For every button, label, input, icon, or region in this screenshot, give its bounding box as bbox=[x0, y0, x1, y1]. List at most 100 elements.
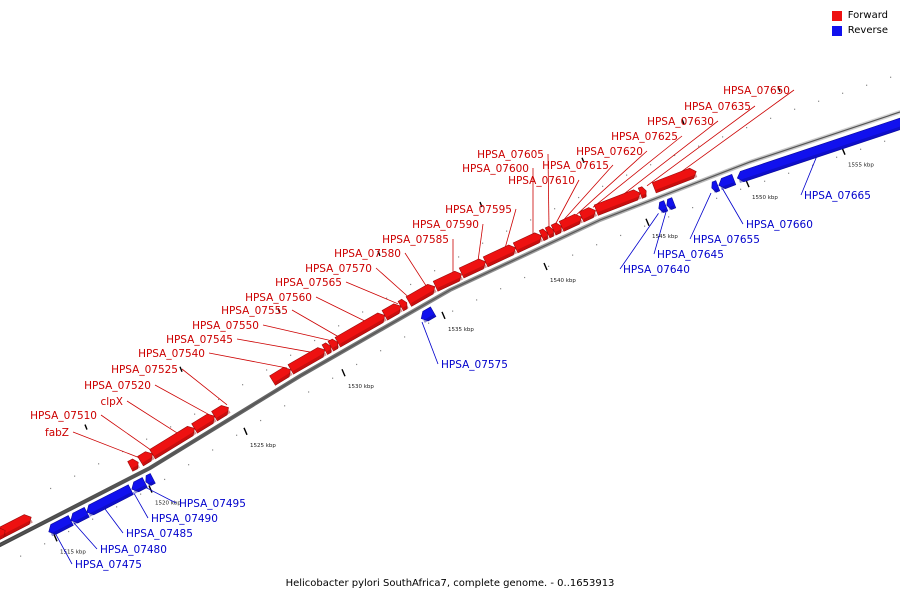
leader-line bbox=[291, 309, 340, 338]
hpsa_07555-gene bbox=[327, 338, 340, 352]
tick-mark: 1540 kbp bbox=[479, 201, 576, 284]
leader-line bbox=[554, 179, 580, 226]
hpsa_07610-label: HPSA_07610 bbox=[508, 175, 575, 187]
hpsa_07640-gene bbox=[658, 200, 669, 214]
hpsa_07585-label: HPSA_07585 bbox=[382, 234, 449, 246]
tick-label: 1520 kbp bbox=[155, 501, 181, 507]
tick-label: 1555 kbp bbox=[848, 163, 874, 169]
hpsa_07490-label: HPSA_07490 bbox=[151, 513, 218, 525]
gene-labels: HPSA_07475 HPSA_07480 HPSA_07485 HPSA_07490… bbox=[30, 85, 871, 571]
hpsa_07525-label: HPSA_07525 bbox=[111, 364, 178, 376]
hpsa_07615-gene bbox=[550, 222, 563, 236]
forward-swatch bbox=[831, 10, 842, 21]
hpsa_07540-label: HPSA_07540 bbox=[138, 348, 205, 360]
leader-line bbox=[592, 135, 683, 208]
hpsa_07475-gene bbox=[48, 515, 74, 537]
fabz-label: fabZ bbox=[45, 427, 69, 439]
tick-label: 1525 kbp bbox=[250, 443, 276, 449]
hpsa_07550-gene bbox=[321, 342, 333, 355]
clpx-gene bbox=[149, 425, 197, 460]
hpsa_07480-gene bbox=[70, 506, 90, 525]
leader-line bbox=[100, 414, 153, 452]
hpsa_07650-label: HPSA_07650 bbox=[723, 85, 790, 97]
leader-line bbox=[646, 105, 756, 187]
hpsa_07615-label: HPSA_07615 bbox=[542, 160, 609, 172]
leader-line bbox=[653, 210, 667, 255]
leader-line bbox=[404, 252, 428, 288]
hpsa_07600-label: HPSA_07600 bbox=[462, 163, 529, 175]
hpsa_07580-gene bbox=[405, 284, 437, 307]
tick-label: 1515 kbp bbox=[60, 549, 86, 555]
leader-line bbox=[561, 164, 614, 223]
hpsa_07655-label: HPSA_07655 bbox=[693, 234, 760, 246]
label-leaders bbox=[54, 89, 818, 565]
hpsa_07605-gene bbox=[538, 228, 549, 242]
hpsa_07495-label: HPSA_07495 bbox=[179, 498, 246, 510]
hpsa_07620-label: HPSA_07620 bbox=[576, 146, 643, 158]
hpsa_07625-gene bbox=[578, 207, 597, 223]
tick-mark: 1525 kbp bbox=[179, 366, 276, 449]
tick-mark: 1535 kbp bbox=[377, 250, 474, 333]
tick-label: 1535 kbp bbox=[448, 327, 474, 333]
hpsa_07550-label: HPSA_07550 bbox=[192, 320, 259, 332]
tick-label: 1545 kbp bbox=[652, 234, 678, 240]
hpsa_07625-label: HPSA_07625 bbox=[611, 131, 678, 143]
hpsa_07545-gene bbox=[287, 347, 327, 375]
tick-label: 1540 kbp bbox=[550, 278, 576, 284]
hpsa_07605-label: HPSA_07605 bbox=[477, 149, 544, 161]
hpsa_07565-label: HPSA_07565 bbox=[275, 277, 342, 289]
clpx-label: clpX bbox=[100, 396, 123, 408]
leader-line bbox=[144, 486, 177, 504]
leader-line bbox=[103, 507, 124, 534]
hpsa_07545-label: HPSA_07545 bbox=[166, 334, 233, 346]
legend-forward: Forward bbox=[831, 8, 888, 23]
hpsa_07620-gene bbox=[558, 213, 583, 232]
leader-line bbox=[181, 368, 228, 406]
leader-line bbox=[154, 384, 211, 416]
hpsa_07575-label: HPSA_07575 bbox=[441, 359, 508, 371]
leader-line bbox=[547, 153, 550, 228]
hpsa_07630-gene bbox=[593, 189, 642, 216]
leader-line bbox=[678, 89, 795, 174]
hpsa_07655-gene bbox=[711, 180, 721, 193]
leader-line bbox=[133, 492, 149, 519]
hpsa_07590-label: HPSA_07590 bbox=[412, 219, 479, 231]
tick-mark: 1550 kbp bbox=[681, 118, 778, 201]
hpsa_07660-gene bbox=[718, 174, 737, 191]
hpsa_07645-label: HPSA_07645 bbox=[657, 249, 724, 261]
hpsa_07590-gene bbox=[458, 258, 487, 279]
legend-reverse: Reverse bbox=[831, 23, 888, 38]
hpsa_07485-gene bbox=[86, 484, 134, 517]
hpsa_07640-label: HPSA_07640 bbox=[623, 264, 690, 276]
gene-feature bbox=[0, 527, 7, 541]
hpsa_07565-gene bbox=[381, 303, 403, 321]
hpsa_07645-gene bbox=[666, 197, 677, 211]
hpsa_07635-label: HPSA_07635 bbox=[684, 101, 751, 113]
hpsa_07560-gene bbox=[334, 312, 387, 348]
leader-line bbox=[375, 267, 410, 298]
hpsa_07490-gene bbox=[131, 477, 148, 494]
genome-backbone bbox=[0, 110, 900, 547]
hpsa_07475-label: HPSA_07475 bbox=[75, 559, 142, 571]
leader-line bbox=[575, 150, 648, 216]
leader-line bbox=[619, 213, 659, 270]
tick-mark: 1520 kbp bbox=[84, 424, 181, 507]
leader-line bbox=[208, 352, 288, 369]
gene-features bbox=[0, 117, 900, 541]
hpsa_07660-label: HPSA_07660 bbox=[746, 219, 813, 231]
outer-guide-dots bbox=[20, 76, 892, 557]
hpsa_07595-gene bbox=[482, 244, 517, 268]
leader-line bbox=[345, 281, 399, 305]
tick-mark: 1545 kbp bbox=[581, 157, 678, 240]
leader-line bbox=[236, 338, 314, 353]
leader-line bbox=[262, 324, 334, 342]
hpsa_07510-label: HPSA_07510 bbox=[30, 410, 97, 422]
leader-line bbox=[722, 188, 744, 225]
hpsa_07585-gene bbox=[432, 270, 463, 292]
leader-line bbox=[126, 400, 180, 435]
leader-line bbox=[54, 532, 73, 565]
hpsa_07665-label: HPSA_07665 bbox=[804, 190, 871, 202]
hpsa_07630-label: HPSA_07630 bbox=[647, 116, 714, 128]
hpsa_07600-gene bbox=[512, 232, 543, 254]
